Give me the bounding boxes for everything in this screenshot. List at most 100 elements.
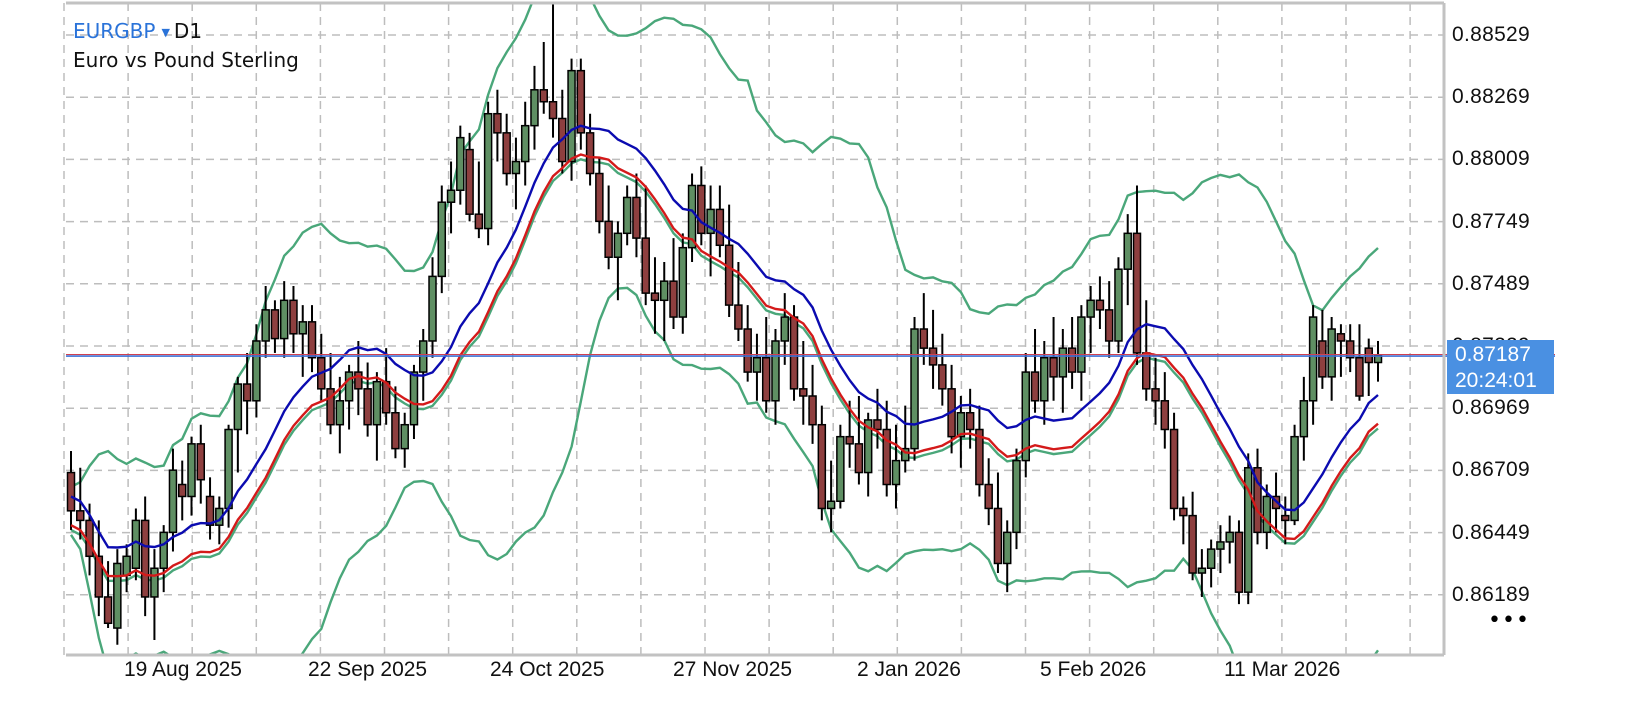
plot-area	[66, 3, 1383, 655]
price-axis-label: 0.87489	[1452, 271, 1531, 295]
more-horizontal-icon[interactable]: •••	[1488, 608, 1530, 633]
time-axis-label: 11 Mar 2026	[1224, 658, 1341, 681]
candle-bearish	[743, 328, 752, 373]
time-axis-label: 19 Aug 2025	[124, 658, 242, 681]
candle-bullish	[826, 500, 836, 510]
price-axis-label: 0.86709	[1452, 458, 1531, 482]
candle-bearish	[585, 132, 595, 175]
candle-bearish	[1151, 388, 1160, 402]
time-axis-label: 24 Oct 2025	[490, 658, 605, 681]
candle-bullish	[659, 280, 669, 302]
candle-bullish	[1299, 400, 1309, 438]
candle-bullish	[159, 531, 168, 569]
candle-bearish	[845, 435, 854, 445]
bar-countdown-timer: 20:24:01	[1455, 369, 1537, 392]
candle-bearish	[789, 316, 799, 390]
candle-bearish	[270, 309, 280, 340]
candle-bearish	[1188, 514, 1197, 574]
candle-bearish	[354, 371, 363, 390]
candle-bearish	[391, 411, 400, 450]
candle-bullish	[1243, 467, 1253, 593]
candle-bearish	[1345, 340, 1355, 359]
candle-bullish	[150, 567, 159, 598]
candle-bearish	[103, 596, 113, 625]
candle-bullish	[511, 160, 521, 175]
candle-bearish	[539, 89, 548, 103]
price-axis-label: 0.88009	[1452, 147, 1531, 171]
candle-bullish	[409, 371, 419, 426]
dropdown-caret-icon[interactable]: ▼	[161, 26, 170, 39]
candle-bearish	[882, 428, 891, 486]
candle-bearish	[873, 419, 882, 431]
candle-bullish	[910, 328, 919, 450]
candle-bearish	[1095, 299, 1105, 311]
candle-bearish	[1281, 514, 1290, 522]
candle-bearish	[1179, 507, 1188, 517]
candle-bullish	[1040, 356, 1049, 402]
candle-bearish	[140, 519, 150, 598]
candle-bearish	[965, 411, 975, 431]
candle-bullish	[1206, 548, 1216, 569]
candle-bearish	[697, 184, 706, 235]
candle-bullish	[706, 208, 715, 235]
candle-bearish	[1132, 232, 1142, 354]
candle-bullish	[1308, 316, 1318, 402]
candle-bullish	[224, 428, 233, 510]
candle-bearish	[1049, 356, 1058, 378]
symbol-selector[interactable]: EURGBP	[73, 19, 156, 43]
candle-bearish	[548, 100, 558, 120]
candle-bearish	[808, 395, 817, 426]
candle-bearish	[326, 388, 335, 426]
candle-bullish	[780, 316, 790, 342]
candle-bearish	[993, 507, 1003, 565]
candle-bullish	[437, 201, 447, 278]
candle-bullish	[520, 124, 530, 163]
candle-bullish	[901, 447, 910, 462]
envelope-line	[70, 158, 1379, 583]
candle-bullish	[400, 423, 409, 450]
price-axis-label: 0.86189	[1452, 582, 1531, 606]
candle-bearish	[1142, 352, 1151, 390]
candle-bullish	[456, 136, 465, 192]
price-axis-label: 0.88529	[1452, 23, 1531, 46]
candle-bearish	[817, 423, 827, 510]
candle-bullish	[622, 196, 632, 235]
candle-bearish	[650, 292, 660, 302]
candle-bullish	[187, 443, 196, 498]
candle-bearish	[734, 304, 743, 330]
time-axis-label: 27 Nov 2025	[673, 658, 793, 681]
candle-bullish	[956, 411, 966, 438]
candle-bearish	[307, 321, 317, 359]
candle-bearish	[474, 213, 484, 230]
candle-bullish	[613, 232, 623, 258]
candle-bearish	[1160, 400, 1170, 431]
candle-bearish	[604, 220, 613, 258]
candle-bullish	[836, 435, 845, 503]
candle-bullish	[279, 299, 289, 340]
candle-bullish	[1021, 371, 1031, 462]
candle-bearish	[632, 196, 641, 239]
candle-bearish	[761, 356, 771, 402]
candle-bullish	[771, 340, 780, 402]
candle-bearish	[465, 148, 474, 215]
candle-bearish	[363, 388, 372, 426]
candle-bullish	[261, 309, 270, 342]
price-axis-label: 0.87749	[1452, 209, 1531, 233]
candle-bullish	[372, 380, 382, 426]
candle-bearish	[289, 299, 298, 335]
candle-bullish	[1225, 531, 1234, 543]
candle-bearish	[196, 443, 206, 481]
candle-bullish	[678, 246, 688, 318]
candle-bearish	[1169, 428, 1179, 510]
bollinger-upper-line	[70, 3, 1379, 488]
candle-bullish	[1058, 347, 1068, 378]
candle-bullish	[752, 356, 762, 373]
candle-bearish	[669, 280, 678, 318]
symbol-description: Euro vs Pound Sterling	[73, 48, 299, 72]
candle-bearish	[76, 510, 85, 522]
candle-bearish	[177, 483, 187, 498]
candle-bearish	[938, 364, 947, 390]
candle-bearish	[724, 244, 734, 306]
